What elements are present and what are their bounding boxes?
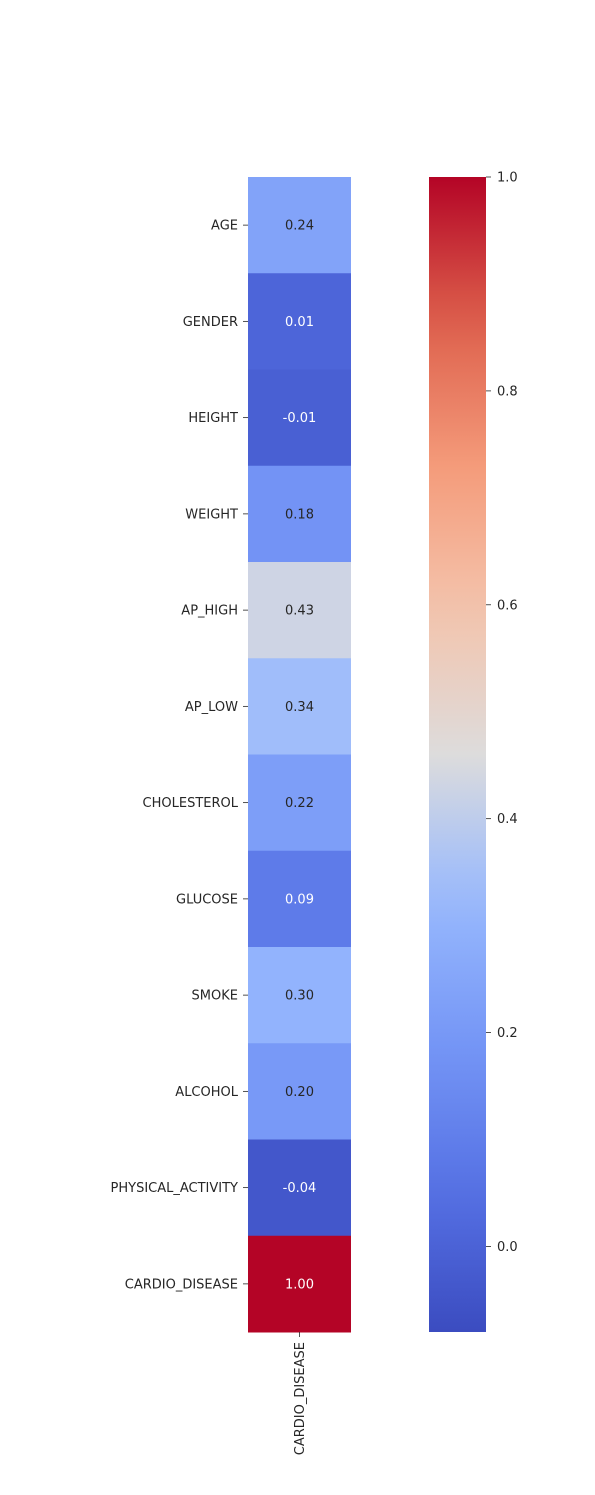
cell-value-physical-activity: -0.04	[283, 1181, 317, 1196]
column-labels: CARDIO_DISEASE	[293, 1332, 308, 1455]
row-label-ap-low: AP_LOW	[185, 700, 238, 715]
cell-value-weight: 0.18	[285, 507, 314, 522]
heatmap-cell-ap-high	[248, 562, 351, 659]
colorbar-tick-label: 0.4	[497, 812, 518, 827]
heatmap-cell-ap-low	[248, 658, 351, 755]
cell-value-alcohol: 0.20	[285, 1085, 314, 1100]
heatmap-cell-cholesterol	[248, 754, 351, 852]
heatmap-cell-height	[248, 369, 351, 467]
heatmap-cell-smoke	[248, 947, 351, 1044]
cell-value-cholesterol: 0.22	[285, 796, 314, 811]
cell-value-smoke: 0.30	[285, 989, 314, 1004]
cell-value-gender: 0.01	[285, 315, 314, 330]
row-label-alcohol: ALCOHOL	[175, 1085, 238, 1100]
colorbar-tick-label: 1.0	[497, 171, 518, 186]
cell-value-height: -0.01	[283, 411, 317, 426]
heatmap-cell-age	[248, 177, 351, 274]
row-label-cholesterol: CHOLESTEROL	[143, 796, 239, 811]
colorbar-gradient	[429, 177, 486, 1332]
column-label-cardio-disease: CARDIO_DISEASE	[293, 1342, 308, 1455]
heatmap-cell-glucose	[248, 850, 351, 948]
row-label-gender: GENDER	[183, 315, 238, 330]
row-label-physical-activity: PHYSICAL_ACTIVITY	[111, 1181, 239, 1196]
cell-value-ap-high: 0.43	[285, 604, 314, 619]
row-label-height: HEIGHT	[188, 411, 238, 426]
heatmap-cell-alcohol	[248, 1043, 351, 1140]
cell-value-cardio-disease: 1.00	[285, 1277, 314, 1292]
heatmap-cell-weight	[248, 465, 351, 563]
heatmap-cell-physical-activity	[248, 1139, 351, 1237]
row-label-glucose: GLUCOSE	[176, 892, 238, 907]
heatmap-cell-gender	[248, 273, 351, 370]
row-label-weight: WEIGHT	[185, 507, 238, 522]
cell-value-ap-low: 0.34	[285, 700, 314, 715]
colorbar-tick-label: 0.0	[497, 1240, 518, 1255]
colorbar-tick-label: 0.2	[497, 1026, 518, 1041]
row-labels: AGE GENDER HEIGHT WEIGHT AP_HIGH AP_LOW CHOLES…	[111, 219, 248, 1292]
row-label-smoke: SMOKE	[192, 989, 238, 1004]
cell-value-glucose: 0.09	[285, 892, 314, 907]
colorbar: 0.0 0.2 0.4 0.6 0.8 1.0	[429, 171, 518, 1332]
colorbar-ticks: 0.0 0.2 0.4 0.6 0.8 1.0	[486, 171, 518, 1255]
heatmap-cell-cardio-disease	[248, 1235, 351, 1333]
colorbar-tick-label: 0.8	[497, 384, 518, 399]
cell-value-age: 0.24	[285, 219, 314, 234]
row-label-age: AGE	[211, 219, 238, 234]
row-label-cardio-disease: CARDIO_DISEASE	[125, 1277, 238, 1292]
heatmap-cells: 0.24 0.01 -0.01 0.18 0.43 0.34 0.22 0.09 0.30 0.2…	[248, 177, 351, 1333]
row-label-ap-high: AP_HIGH	[181, 604, 238, 619]
colorbar-tick-label: 0.6	[497, 598, 518, 613]
